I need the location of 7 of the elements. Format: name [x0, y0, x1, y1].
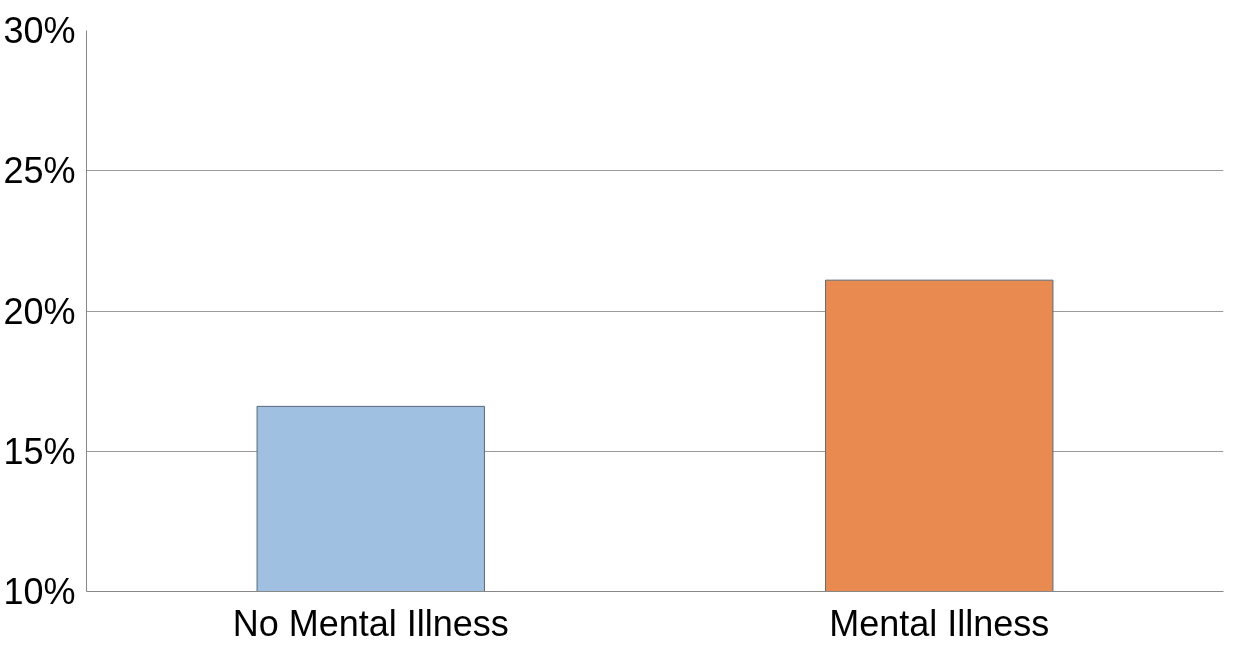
- x-tick-label: No Mental Illness: [232, 602, 509, 644]
- x-tick-label: Mental Illness: [829, 602, 1050, 644]
- y-tick-label: 25%: [3, 150, 76, 192]
- y-tick-label: 30%: [3, 10, 76, 51]
- y-tick-label: 15%: [3, 430, 76, 472]
- y-tick-label: 20%: [3, 290, 76, 332]
- y-tick-label: 10%: [3, 571, 76, 612]
